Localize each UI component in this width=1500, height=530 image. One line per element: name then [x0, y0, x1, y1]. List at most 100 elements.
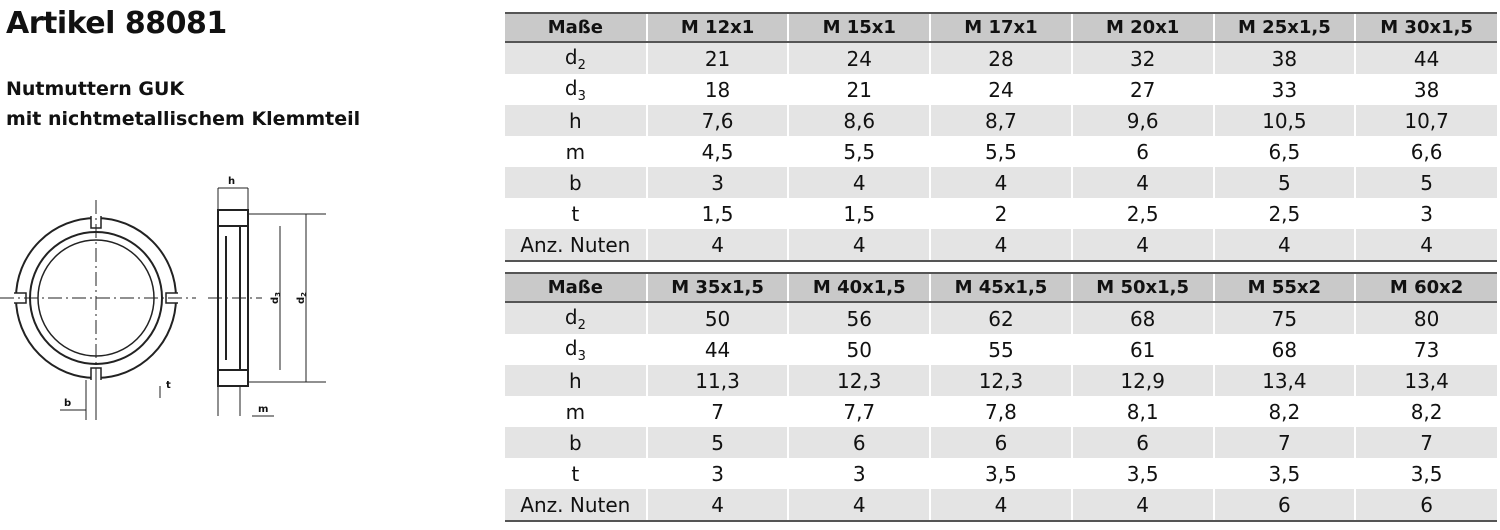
- row-label: d3: [505, 334, 647, 365]
- label-main: m: [565, 399, 586, 424]
- cell: 28: [929, 42, 1072, 74]
- column-header: M 15x1: [787, 12, 931, 43]
- row: Anz. Nuten 4 4 4 4 6 6: [505, 489, 1497, 522]
- drawing-label: h: [228, 176, 235, 187]
- label-main: m: [565, 139, 586, 164]
- cell: 7: [1212, 427, 1356, 458]
- label-sub: 3: [577, 348, 586, 364]
- row: d2 50 56 62 68 75 80: [505, 302, 1497, 334]
- label-sub: 3: [274, 292, 282, 297]
- header-row: Maße M 35x1,5 M 40x1,5 M 45x1,5 M 50x1,5 M 55…: [505, 272, 1497, 303]
- cell: 3,5: [1354, 458, 1497, 489]
- cell: 6: [787, 427, 931, 458]
- cell: 8,6: [787, 105, 931, 136]
- title: Artikel 88081: [6, 6, 227, 41]
- column-header: M 55x2: [1212, 272, 1356, 303]
- cell: 3: [645, 167, 789, 198]
- cell: 3: [645, 458, 789, 489]
- cell: 12,3: [929, 365, 1072, 396]
- row-label: Anz. Nuten: [505, 229, 647, 262]
- cell: 10,5: [1212, 105, 1356, 136]
- row-label: d2: [505, 42, 647, 74]
- row-label: t: [505, 458, 647, 489]
- cell: 21: [787, 74, 931, 105]
- row-label: h: [505, 365, 647, 396]
- label-main: t: [571, 201, 580, 226]
- cell: 2,5: [1070, 198, 1214, 229]
- cell: 6: [1212, 489, 1356, 522]
- column-header: M 17x1: [929, 12, 1072, 43]
- column-header: M 20x1: [1070, 12, 1214, 43]
- cell: 75: [1212, 302, 1356, 334]
- cell: 5: [1354, 167, 1497, 198]
- cell: 55: [929, 334, 1072, 365]
- cell: 6: [1354, 489, 1497, 522]
- cell: 13,4: [1212, 365, 1356, 396]
- cell: 6,6: [1354, 136, 1497, 167]
- cell: 9,6: [1070, 105, 1214, 136]
- cell: 4: [1212, 229, 1356, 262]
- cell: 38: [1212, 42, 1356, 74]
- cell: 12,9: [1070, 365, 1214, 396]
- cell: 3,5: [929, 458, 1072, 489]
- drawing-label: m: [258, 404, 268, 415]
- cell: 7,6: [645, 105, 789, 136]
- cell: 56: [787, 302, 931, 334]
- row-label: Anz. Nuten: [505, 489, 647, 522]
- cell: 2,5: [1212, 198, 1356, 229]
- cell: 4: [787, 167, 931, 198]
- column-header: M 40x1,5: [787, 272, 931, 303]
- row-label: d2: [505, 302, 647, 334]
- cell: 5: [1212, 167, 1356, 198]
- spec-table: Maße M 12x1 M 15x1 M 17x1 M 20x1 M 25x1,5 M 30…: [505, 12, 1497, 262]
- cell: 4: [645, 489, 789, 522]
- cell: 5: [645, 427, 789, 458]
- cell: 68: [1212, 334, 1356, 365]
- row-label: m: [505, 136, 647, 167]
- cell: 61: [1070, 334, 1214, 365]
- cell: 7,8: [929, 396, 1072, 427]
- drawing-label: b: [64, 398, 71, 409]
- row: Anz. Nuten 4 4 4 4 4 4: [505, 229, 1497, 262]
- label-main: d: [296, 297, 307, 304]
- cell: 50: [645, 302, 789, 334]
- cell: 4: [929, 489, 1072, 522]
- drawing-label: d2: [296, 292, 308, 304]
- cell: 12,3: [787, 365, 931, 396]
- cell: 2: [929, 198, 1072, 229]
- cell: 4: [787, 229, 931, 262]
- row: d3 18 21 24 27 33 38: [505, 74, 1497, 105]
- row: m 7 7,7 7,8 8,1 8,2 8,2: [505, 396, 1497, 427]
- row: t 3 3 3,5 3,5 3,5 3,5: [505, 458, 1497, 489]
- header-row: Maße M 12x1 M 15x1 M 17x1 M 20x1 M 25x1,5 M 30…: [505, 12, 1497, 43]
- cell: 4,5: [645, 136, 789, 167]
- label-sub: 3: [577, 88, 586, 104]
- column-header: M 45x1,5: [929, 272, 1072, 303]
- drawing-label: d3: [270, 292, 282, 304]
- label-main: Anz. Nuten: [520, 492, 631, 517]
- cell: 3,5: [1070, 458, 1214, 489]
- cell: 5,5: [787, 136, 931, 167]
- label-sub: 2: [300, 292, 308, 297]
- label-main: d: [564, 75, 578, 100]
- cell: 4: [645, 229, 789, 262]
- cell: 6: [1070, 136, 1214, 167]
- row: h 11,3 12,3 12,3 12,9 13,4 13,4: [505, 365, 1497, 396]
- subtitle: mit nichtmetallischem Klemmteil: [6, 108, 361, 130]
- cell: 8,1: [1070, 396, 1214, 427]
- column-header: M 30x1,5: [1354, 12, 1497, 43]
- cell: 24: [787, 42, 931, 74]
- label-sub: 2: [577, 57, 586, 73]
- label-main: t: [571, 461, 580, 486]
- label-main: d: [564, 304, 578, 329]
- cell: 24: [929, 74, 1072, 105]
- cell: 11,3: [645, 365, 789, 396]
- cell: 68: [1070, 302, 1214, 334]
- cell: 6: [1070, 427, 1214, 458]
- label-main: h: [569, 368, 582, 393]
- label-main: d: [564, 335, 578, 360]
- row-label: t: [505, 198, 647, 229]
- cell: 7: [1354, 427, 1497, 458]
